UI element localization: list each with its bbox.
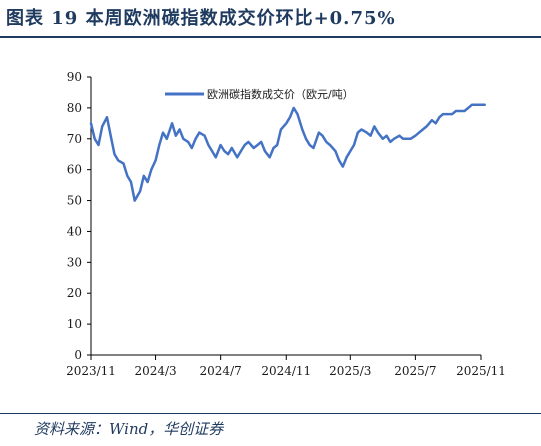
y-tick-label: 10 — [67, 317, 82, 331]
y-tick-label: 80 — [67, 101, 82, 115]
legend: 欧洲碳指数成交价（欧元/吨） — [165, 87, 354, 101]
x-tick-label: 2025/7 — [394, 364, 436, 378]
y-tick-label: 20 — [67, 286, 82, 300]
x-tick-label: 2023/11 — [66, 364, 116, 378]
y-tick-label: 30 — [67, 255, 82, 269]
x-tick-label: 2025/3 — [329, 364, 371, 378]
y-tick-label: 40 — [67, 224, 82, 238]
x-tick-label: 2025/11 — [456, 364, 506, 378]
x-tick-label: 2024/3 — [134, 364, 176, 378]
y-tick-label: 0 — [74, 348, 82, 362]
figure-title: 图表 19 本周欧洲碳指数成交价环比+0.75% — [6, 8, 396, 29]
series-line — [89, 103, 486, 202]
x-tick-label: 2024/11 — [261, 364, 311, 378]
x-tick-label: 2024/7 — [200, 364, 242, 378]
legend-label: 欧洲碳指数成交价（欧元/吨） — [207, 87, 354, 101]
y-tick-label: 60 — [67, 163, 82, 177]
source-rule — [0, 413, 541, 414]
y-tick-label: 70 — [67, 132, 82, 146]
y-tick-label: 50 — [67, 194, 82, 208]
source-note: 资料来源：Wind，华创证券 — [34, 420, 224, 438]
title-rule — [0, 36, 541, 38]
y-tick-label: 90 — [67, 70, 82, 84]
